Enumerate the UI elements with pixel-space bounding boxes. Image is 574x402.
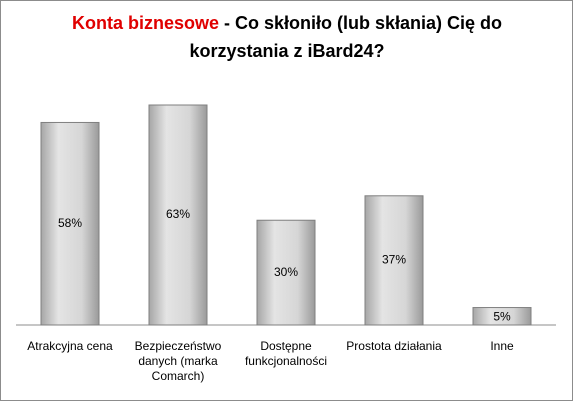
data-label: 58% (58, 216, 82, 230)
x-tick-label: Atrakcyjna cena (27, 339, 113, 353)
x-tick-label: Dostępne (260, 339, 312, 353)
title-highlight: Konta biznesowe (72, 13, 219, 33)
x-tick-label: funkcjonalności (245, 354, 327, 368)
bar (364, 195, 424, 326)
bar (472, 307, 532, 326)
data-label: 37% (382, 253, 406, 267)
bar (40, 121, 100, 326)
x-tick-label: danych (marka (138, 354, 218, 368)
bar (256, 219, 316, 326)
x-tick-label: Comarch) (152, 369, 205, 383)
data-label: 5% (493, 309, 511, 323)
x-tick-label: Bezpieczeństwo (135, 339, 222, 353)
title-part: - Co skłoniło (lub skłania) Cię do (224, 13, 502, 33)
bar (148, 104, 208, 326)
x-tick-label: Inne (490, 339, 514, 353)
data-label: 63% (166, 207, 190, 221)
chart-title-line: korzystania z iBard24? (189, 41, 384, 61)
x-tick-label: Prostota działania (346, 339, 442, 353)
data-label: 30% (274, 265, 298, 279)
chart-title: Konta biznesowe - Co skłoniło (lub skłan… (72, 13, 502, 33)
